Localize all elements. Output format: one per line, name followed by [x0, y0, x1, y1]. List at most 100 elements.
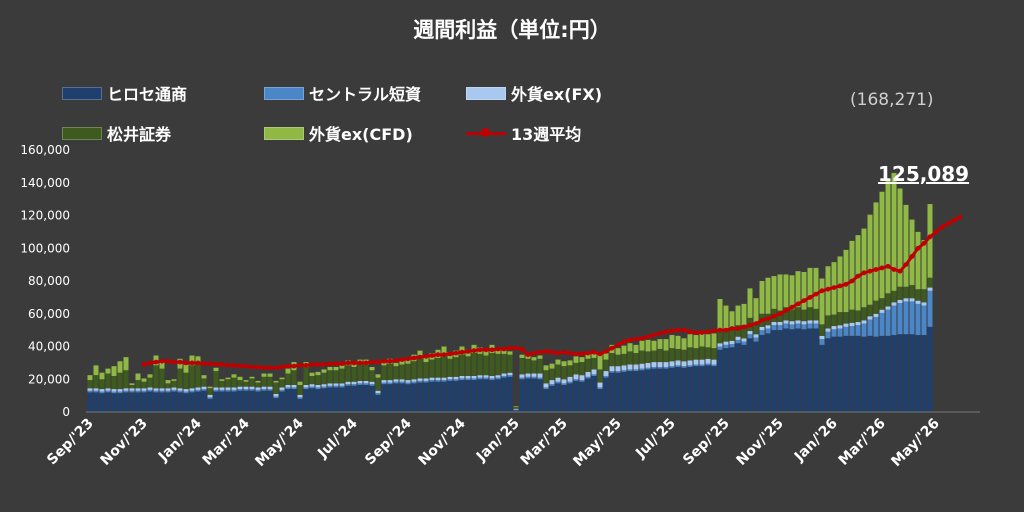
bar-segment	[645, 369, 651, 412]
bar-segment	[855, 325, 861, 336]
bar-segment	[471, 380, 477, 412]
bar-segment	[501, 375, 507, 378]
bar-segment	[249, 376, 255, 379]
bar-segment	[417, 382, 423, 412]
bar-segment	[693, 364, 699, 367]
legend-swatch-central-tanshi	[264, 86, 304, 100]
bar-segment	[921, 240, 927, 290]
bar-segment	[273, 380, 279, 383]
x-tick-label: Mar/'25	[518, 416, 571, 469]
bar-segment	[837, 336, 843, 412]
bar-segment	[267, 386, 273, 390]
average-point	[909, 254, 915, 259]
bar-segment	[597, 353, 603, 370]
bar-segment	[261, 386, 267, 390]
bar-segment	[861, 336, 867, 412]
x-tick-label: Nov/'25	[734, 416, 787, 469]
bar-segment	[225, 379, 231, 388]
average-point	[723, 327, 729, 333]
bar-segment	[747, 288, 753, 318]
bar-segment	[321, 372, 327, 385]
bar-segment	[189, 390, 195, 393]
bar-segment	[699, 364, 705, 367]
average-point	[177, 359, 183, 365]
bar-segment	[201, 389, 207, 391]
bar-segment	[555, 381, 561, 384]
bar-segment	[519, 354, 525, 358]
bar-segment	[363, 384, 369, 412]
bar-segment	[441, 380, 447, 382]
bar-segment	[915, 231, 921, 290]
bar-segment	[333, 366, 339, 371]
bar-segment	[447, 379, 453, 381]
bar-segment	[105, 392, 111, 412]
bar-segment	[309, 384, 315, 387]
bar-segment	[729, 347, 735, 412]
bar-segment	[639, 368, 645, 371]
bar-segment	[471, 353, 477, 376]
bar-segment	[813, 308, 819, 321]
bar-segment	[777, 325, 783, 331]
bar-segment	[645, 351, 651, 363]
bar-segment	[141, 390, 147, 393]
bar-segment	[135, 392, 141, 412]
average-point	[405, 356, 411, 362]
bar-segment	[453, 379, 459, 381]
bar-segment	[423, 380, 429, 383]
average-point	[291, 363, 297, 369]
average-point	[351, 360, 357, 366]
bar-segment	[549, 384, 555, 386]
average-point	[615, 342, 621, 348]
bar-segment	[789, 321, 795, 325]
average-point	[657, 331, 663, 336]
bar-segment	[765, 333, 771, 412]
bar-segment	[201, 375, 207, 379]
bar-segment	[195, 387, 201, 390]
bar-segment	[135, 390, 141, 393]
bar-segment	[177, 368, 183, 389]
bar-segment	[717, 349, 723, 412]
bar-segment	[381, 382, 387, 385]
average-point	[705, 329, 711, 335]
bar-segment	[717, 299, 723, 332]
bar-segment	[297, 398, 303, 412]
bar-segment	[141, 378, 147, 382]
average-point	[279, 364, 285, 370]
legend-swatch-gaika-ex-cfd	[264, 126, 304, 140]
bar-segment	[633, 369, 639, 372]
bar-segment	[813, 323, 819, 329]
bar-segment	[483, 355, 489, 376]
bar-segment	[489, 380, 495, 412]
bar-segment	[723, 344, 729, 349]
bar-segment	[207, 386, 213, 389]
bar-segment	[207, 394, 213, 398]
bar-segment	[825, 331, 831, 339]
bar-segment	[99, 391, 105, 394]
bar-segment	[663, 368, 669, 412]
bar-segment	[627, 351, 633, 365]
bar-segment	[885, 178, 891, 294]
x-tick-label: Jul/'24	[314, 415, 361, 462]
bar-segment	[129, 384, 135, 389]
bar-segment	[219, 391, 225, 412]
bar-segment	[303, 384, 309, 388]
average-point	[267, 365, 273, 371]
bar-segment	[891, 290, 897, 303]
bar-segment	[405, 384, 411, 412]
bar-segment	[537, 377, 543, 380]
bar-segment	[327, 383, 333, 386]
bar-segment	[555, 364, 561, 378]
bar-segment	[501, 353, 507, 374]
bar-segment	[891, 302, 897, 306]
bar-segment	[213, 371, 219, 388]
bar-segment	[129, 383, 135, 385]
bar-segment	[873, 336, 879, 412]
bar-segment	[279, 389, 285, 392]
bar-segment	[723, 341, 729, 345]
average-point	[315, 362, 321, 367]
bar-segment	[177, 390, 183, 393]
bar-segment	[849, 240, 855, 310]
bar-segment	[93, 390, 99, 393]
bar-segment	[537, 373, 543, 378]
average-point	[399, 357, 405, 362]
